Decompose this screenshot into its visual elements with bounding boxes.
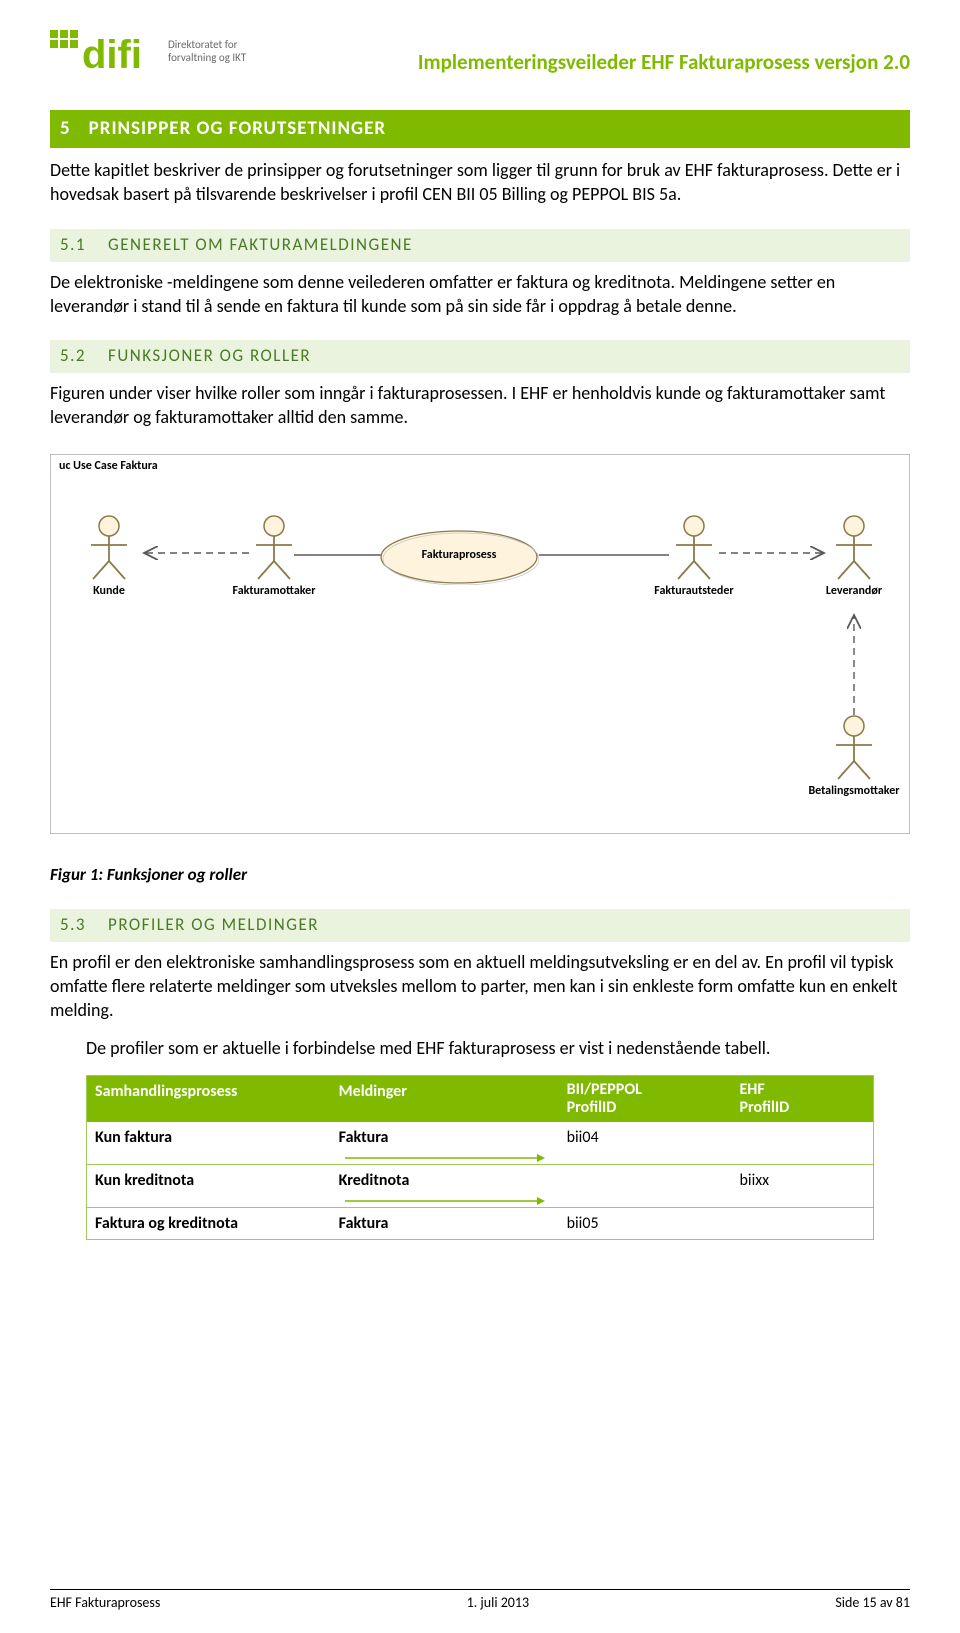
table-row: Faktura og kreditnota Faktura bii05 — [87, 1207, 873, 1240]
td-ehf — [732, 1122, 873, 1154]
th-bii-peppol: BII/PEPPOL ProfilID — [559, 1076, 732, 1123]
actor-leverandor-label: Leverandør — [809, 583, 899, 599]
section5-body: Dette kapitlet beskriver de prinsipper o… — [50, 158, 910, 207]
usecase-node: Fakturaprosess — [379, 529, 539, 585]
page-header: difi Direktoratet for forvaltning og IKT… — [50, 28, 910, 76]
footer-center: 1. juli 2013 — [467, 1594, 529, 1613]
svg-text:difi: difi — [82, 33, 142, 76]
table-row: Kun faktura Faktura bii04 — [87, 1122, 873, 1164]
diagram-tab: uc Use Case Faktura — [50, 454, 169, 477]
page: difi Direktoratet for forvaltning og IKT… — [0, 0, 960, 1633]
th-ehf: EHF ProfilID — [732, 1076, 873, 1123]
logo-subtitle-line2: forvaltning og IKT — [168, 52, 246, 65]
section53-body2: De profiler som er aktuelle i forbindels… — [86, 1036, 910, 1060]
footer-left: EHF Fakturaprosess — [50, 1594, 160, 1613]
td-bii — [559, 1165, 732, 1197]
th-samhandlingsprosess: Samhandlingsprosess — [87, 1076, 331, 1123]
footer-right: Side 15 av 81 — [835, 1594, 910, 1613]
td-ehf: biixx — [732, 1165, 873, 1197]
td-process: Kun kreditnota — [87, 1165, 331, 1197]
td-message: Faktura — [331, 1208, 559, 1240]
profile-table: Samhandlingsprosess Meldinger BII/PEPPOL… — [86, 1075, 874, 1241]
table-header-row: Samhandlingsprosess Meldinger BII/PEPPOL… — [87, 1076, 873, 1123]
td-message: Kreditnota — [331, 1165, 559, 1197]
td-process: Faktura og kreditnota — [87, 1208, 331, 1240]
actor-kunde: Kunde — [64, 515, 154, 599]
heading-5-title: PRINSIPPER OG FORUTSETNINGER — [89, 116, 386, 142]
page-footer: EHF Fakturaprosess 1. juli 2013 Side 15 … — [50, 1589, 910, 1613]
actor-icon — [830, 515, 878, 581]
difi-logo-icon: difi — [50, 28, 162, 76]
logo-subtitle: Direktoratet for forvaltning og IKT — [168, 39, 246, 64]
table-row: Kun kreditnota Kreditnota biixx — [87, 1164, 873, 1207]
heading-5-2: 5.2 FUNKSJONER OG ROLLER — [50, 340, 910, 373]
th-meldinger: Meldinger — [331, 1076, 559, 1123]
heading-5-1-title: GENERELT OM FAKTURAMELDINGENE — [108, 234, 413, 257]
logo: difi Direktoratet for forvaltning og IKT — [50, 28, 246, 76]
header-title: Implementeringsveileder EHF Fakturaprose… — [418, 48, 910, 76]
section53-body: En profil er den elektroniske samhandlin… — [50, 950, 910, 1023]
td-message: Faktura — [331, 1122, 559, 1154]
arrow-icon — [331, 1154, 559, 1162]
actor-kunde-label: Kunde — [64, 583, 154, 599]
actor-icon — [250, 515, 298, 581]
heading-5-1-num: 5.1 — [60, 234, 86, 257]
actor-fakturamottaker-label: Fakturamottaker — [229, 583, 319, 599]
td-ehf — [732, 1208, 873, 1240]
actor-fakturautsteder-label: Fakturautsteder — [649, 583, 739, 599]
td-process: Kun faktura — [87, 1122, 331, 1154]
figure-caption: Figur 1: Funksjoner og roller — [50, 864, 910, 887]
heading-5-3: 5.3 PROFILER OG MELDINGER — [50, 909, 910, 942]
heading-5-3-num: 5.3 — [60, 914, 86, 937]
actor-icon — [85, 515, 133, 581]
heading-5: 5 PRINSIPPER OG FORUTSETNINGER — [50, 110, 910, 148]
section51-body: De elektroniske -meldingene som denne ve… — [50, 270, 910, 319]
td-bii: bii04 — [559, 1122, 732, 1154]
actor-fakturamottaker: Fakturamottaker — [229, 515, 319, 599]
section52-body: Figuren under viser hvilke roller som in… — [50, 381, 910, 430]
heading-5-2-num: 5.2 — [60, 345, 86, 368]
heading-5-1: 5.1 GENERELT OM FAKTURAMELDINGENE — [50, 229, 910, 262]
actor-icon — [830, 715, 878, 781]
actor-betalingsmottaker-label: Betalingsmottaker — [799, 783, 909, 799]
td-bii: bii05 — [559, 1208, 732, 1240]
actor-fakturautsteder: Fakturautsteder — [649, 515, 739, 599]
use-case-diagram: uc Use Case Faktura Leverandør (dashed v… — [50, 454, 910, 834]
actor-betalingsmottaker: Betalingsmottaker — [799, 715, 909, 799]
heading-5-3-title: PROFILER OG MELDINGER — [108, 914, 319, 937]
usecase-label: Fakturaprosess — [379, 547, 539, 563]
actor-icon — [670, 515, 718, 581]
arrow-icon — [331, 1197, 559, 1205]
heading-5-2-title: FUNKSJONER OG ROLLER — [108, 345, 311, 368]
actor-leverandor: Leverandør — [809, 515, 899, 599]
heading-5-num: 5 — [60, 116, 71, 142]
